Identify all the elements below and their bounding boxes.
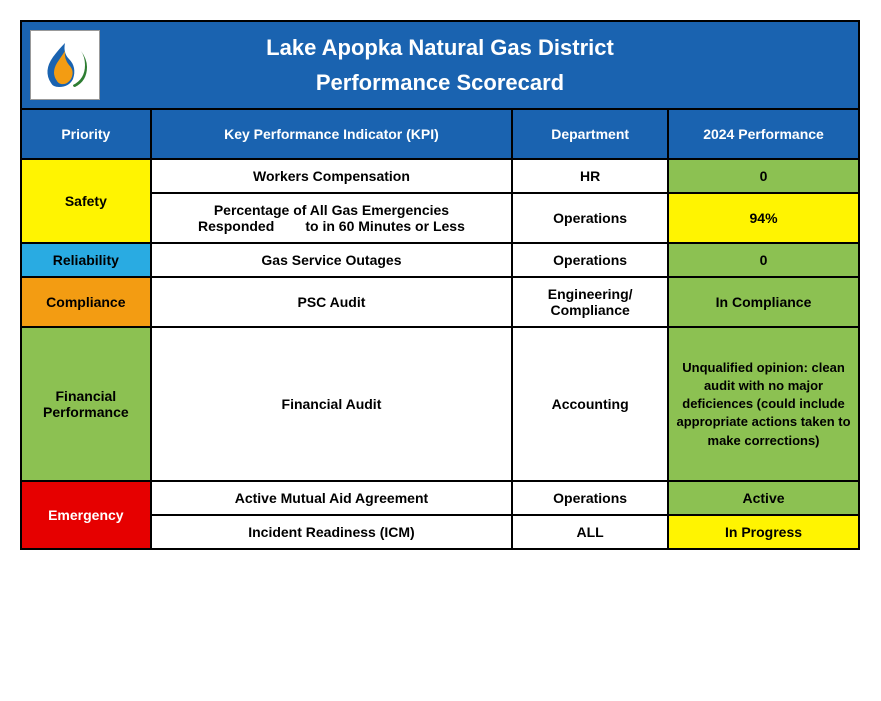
table-row: Compliance PSC Audit Engineering/ Compli… <box>21 277 859 327</box>
priority-emergency: Emergency <box>21 481 151 549</box>
kpi-cell: Gas Service Outages <box>151 243 513 277</box>
table-row: Safety Workers Compensation HR 0 <box>21 159 859 193</box>
dept-cell: Engineering/ Compliance <box>512 277 668 327</box>
perf-cell: Unqualified opinion: clean audit with no… <box>668 327 859 481</box>
priority-reliability: Reliability <box>21 243 151 277</box>
kpi-cell: Incident Readiness (ICM) <box>151 515 513 549</box>
title-row: Lake Apopka Natural Gas District Perform… <box>21 21 859 109</box>
perf-cell: 94% <box>668 193 859 243</box>
dept-cell: Operations <box>512 193 668 243</box>
perf-cell: 0 <box>668 243 859 277</box>
table-row: Emergency Active Mutual Aid Agreement Op… <box>21 481 859 515</box>
dept-cell: Accounting <box>512 327 668 481</box>
table-row: Reliability Gas Service Outages Operatio… <box>21 243 859 277</box>
scorecard-table: Lake Apopka Natural Gas District Perform… <box>20 20 860 550</box>
perf-cell: In Progress <box>668 515 859 549</box>
header-department: Department <box>512 109 668 159</box>
dept-cell: HR <box>512 159 668 193</box>
header-kpi: Key Performance Indicator (KPI) <box>151 109 513 159</box>
title-text: Lake Apopka Natural Gas District Perform… <box>28 30 852 100</box>
flame-logo-icon <box>37 37 93 93</box>
dept-cell: Operations <box>512 243 668 277</box>
header-priority: Priority <box>21 109 151 159</box>
dept-cell: ALL <box>512 515 668 549</box>
kpi-cell: Workers Compensation <box>151 159 513 193</box>
header-performance: 2024 Performance <box>668 109 859 159</box>
dept-cell: Operations <box>512 481 668 515</box>
title-line1: Lake Apopka Natural Gas District <box>28 30 852 65</box>
logo-box <box>30 30 100 100</box>
kpi-cell: PSC Audit <box>151 277 513 327</box>
table-row: Financial Performance Financial Audit Ac… <box>21 327 859 481</box>
perf-cell: Active <box>668 481 859 515</box>
kpi-cell: Percentage of All Gas Emergencies Respon… <box>151 193 513 243</box>
kpi-cell: Financial Audit <box>151 327 513 481</box>
header-row: Priority Key Performance Indicator (KPI)… <box>21 109 859 159</box>
title-line2: Performance Scorecard <box>28 65 852 100</box>
perf-cell: In Compliance <box>668 277 859 327</box>
priority-financial: Financial Performance <box>21 327 151 481</box>
title-cell: Lake Apopka Natural Gas District Perform… <box>21 21 859 109</box>
perf-cell: 0 <box>668 159 859 193</box>
priority-safety: Safety <box>21 159 151 243</box>
kpi-cell: Active Mutual Aid Agreement <box>151 481 513 515</box>
priority-compliance: Compliance <box>21 277 151 327</box>
